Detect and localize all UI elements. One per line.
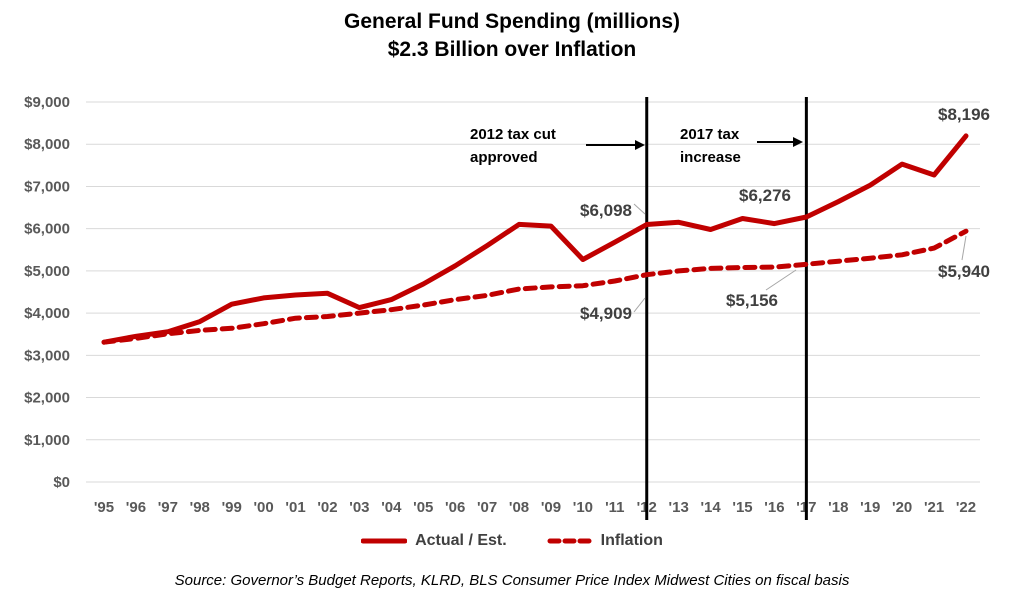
legend-label-actual: Actual / Est. bbox=[415, 532, 507, 549]
y-tick-label: $8,000 bbox=[24, 136, 70, 153]
y-tick-label: $2,000 bbox=[24, 390, 70, 407]
series-line-actual bbox=[101, 133, 969, 345]
data-label: $8,196 bbox=[938, 105, 990, 124]
legend-item-actual: Actual / Est. bbox=[361, 532, 507, 550]
data-label: $6,276 bbox=[739, 186, 791, 205]
y-tick-label: $1,000 bbox=[24, 432, 70, 449]
chart-title: General Fund Spending (millions) bbox=[343, 10, 680, 33]
legend-swatch-solid bbox=[361, 538, 408, 544]
series-line-inflation bbox=[101, 228, 969, 345]
x-tick-label: '97 bbox=[158, 499, 178, 516]
legend-swatch-dashed bbox=[547, 538, 593, 544]
y-tick-label: $6,000 bbox=[24, 221, 70, 238]
legend-item-inflation: Inflation bbox=[547, 532, 663, 550]
annotation-text: increase bbox=[680, 149, 741, 166]
x-tick-label: '13 bbox=[669, 499, 689, 516]
x-tick-label: '95 bbox=[94, 499, 114, 516]
annotation-text: 2012 tax cut bbox=[470, 126, 556, 143]
x-tick-label: '11 bbox=[605, 499, 624, 516]
x-tick-label: '10 bbox=[573, 499, 593, 516]
data-label-leader bbox=[633, 297, 646, 313]
data-label: $4,909 bbox=[580, 304, 632, 323]
data-label-leader bbox=[633, 203, 646, 215]
legend-label-inflation: Inflation bbox=[600, 532, 663, 549]
data-label-leader bbox=[765, 269, 797, 291]
annotation-arrow-head bbox=[635, 140, 645, 150]
y-tick-label: $4,000 bbox=[24, 305, 70, 322]
x-tick-label: '00 bbox=[253, 499, 273, 516]
y-tick-label: $9,000 bbox=[24, 94, 70, 111]
x-tick-label: '14 bbox=[700, 499, 721, 516]
x-tick-label: '07 bbox=[477, 499, 497, 516]
x-tick-label: '04 bbox=[381, 499, 402, 516]
y-tick-label: $7,000 bbox=[24, 178, 70, 195]
x-tick-label: '19 bbox=[860, 499, 880, 516]
data-label: $5,940 bbox=[938, 262, 990, 281]
x-tick-label: '98 bbox=[190, 499, 210, 516]
source-note: Source: Governor’s Budget Reports, KLRD,… bbox=[174, 572, 850, 589]
data-label-leader bbox=[961, 235, 967, 261]
legend: Actual / Est. Inflation bbox=[0, 532, 1024, 550]
y-tick-label: $3,000 bbox=[24, 347, 70, 364]
y-tick-label: $0 bbox=[53, 474, 70, 491]
x-tick-label: '96 bbox=[126, 499, 146, 516]
x-tick-label: '05 bbox=[413, 499, 433, 516]
data-label: $6,098 bbox=[580, 201, 632, 220]
title-block: General Fund Spending (millions) $2.3 Bi… bbox=[0, 8, 1024, 64]
x-tick-label: '20 bbox=[892, 499, 912, 516]
annotation-arrow-head bbox=[793, 137, 803, 147]
annotation-text: 2017 tax bbox=[680, 126, 740, 143]
annotation-text: approved bbox=[470, 149, 538, 166]
line-chart: $0 $1,000 $2,000 $3,000 $4,000 $5,000 $6,000 $7… bbox=[24, 94, 990, 520]
x-tick-label: '03 bbox=[349, 499, 369, 516]
x-tick-label: '22 bbox=[956, 499, 976, 516]
x-tick-label: '16 bbox=[764, 499, 784, 516]
x-tick-label: '99 bbox=[222, 499, 242, 516]
x-tick-label: '01 bbox=[285, 499, 305, 516]
x-tick-label: '08 bbox=[509, 499, 529, 516]
x-tick-label: '09 bbox=[541, 499, 561, 516]
x-tick-label: '06 bbox=[445, 499, 465, 516]
x-tick-label: '15 bbox=[732, 499, 752, 516]
x-tick-label: '02 bbox=[317, 499, 337, 516]
data-label: $5,156 bbox=[726, 291, 778, 310]
x-tick-label: '21 bbox=[924, 499, 944, 516]
y-tick-label: $5,000 bbox=[24, 263, 70, 280]
chart-subtitle: $2.3 Billion over Inflation bbox=[387, 38, 637, 61]
x-tick-label: '18 bbox=[828, 499, 848, 516]
